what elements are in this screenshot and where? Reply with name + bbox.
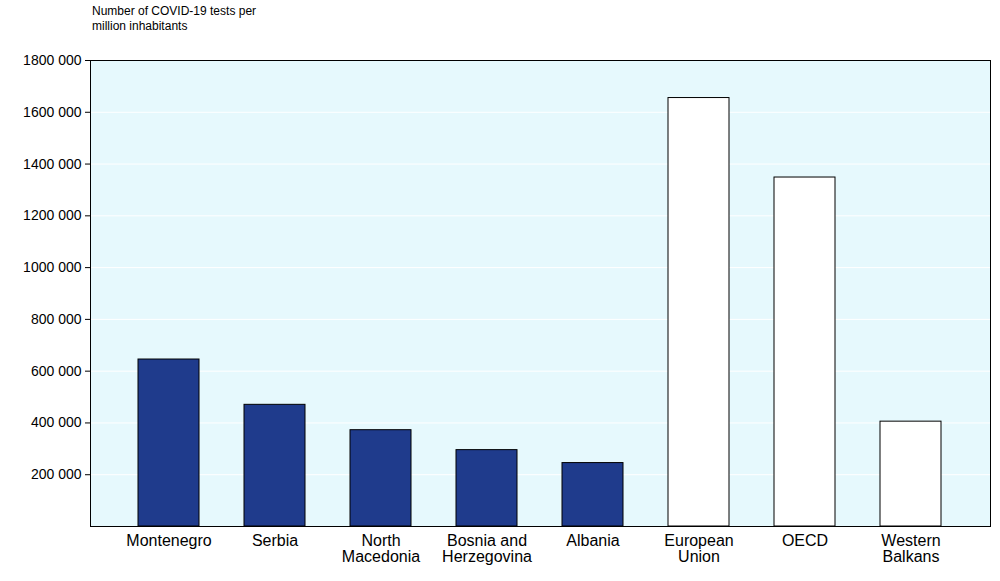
svg-text:200 000: 200 000 [31, 466, 82, 482]
svg-text:Albania: Albania [566, 532, 619, 549]
svg-text:Bosnia andHerzegovina: Bosnia andHerzegovina [442, 532, 532, 565]
svg-text:EuropeanUnion: EuropeanUnion [664, 532, 733, 565]
svg-text:1000 000: 1000 000 [23, 259, 82, 275]
svg-text:1200 000: 1200 000 [23, 207, 82, 223]
svg-text:1600 000: 1600 000 [23, 104, 82, 120]
svg-text:Montenegro: Montenegro [126, 532, 211, 549]
svg-text:800 000: 800 000 [31, 311, 82, 327]
svg-text:1400 000: 1400 000 [23, 156, 82, 172]
svg-text:600 000: 600 000 [31, 363, 82, 379]
svg-text:OECD: OECD [782, 532, 828, 549]
svg-text:WesternBalkans: WesternBalkans [881, 532, 940, 565]
svg-text:Serbia: Serbia [252, 532, 298, 549]
svg-text:400 000: 400 000 [31, 414, 82, 430]
svg-text:1800 000: 1800 000 [23, 52, 82, 68]
html-text:Number of COVID-19 tests per m: Number of COVID-19 tests per million inh… [92, 4, 257, 33]
svg-text:NorthMacedonia: NorthMacedonia [342, 532, 420, 565]
